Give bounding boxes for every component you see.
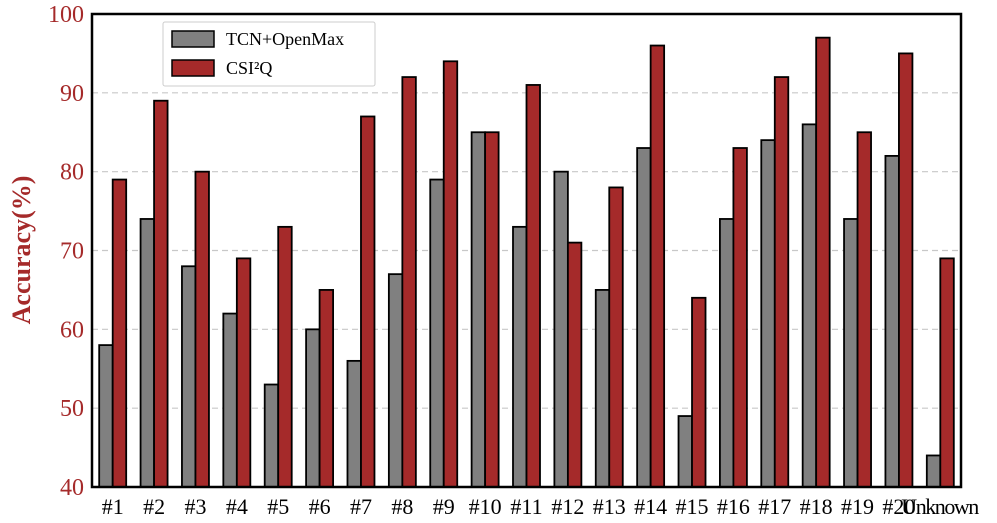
x-tick-label: #4 xyxy=(226,494,248,519)
y-axis-label: Accuracy(%) xyxy=(7,176,36,325)
bar-csi2q-14 xyxy=(649,44,666,488)
x-tick-label: #12 xyxy=(551,494,584,519)
x-tick-label: #18 xyxy=(800,494,833,519)
plot-frame xyxy=(90,12,963,489)
bar-tcn-openmax-8 xyxy=(387,273,404,488)
bar-tcn-openmax-1 xyxy=(98,344,114,488)
bar-csi2q-10 xyxy=(484,131,500,488)
bar-tcn-openmax-18 xyxy=(801,123,818,488)
legend-label-tcn-openmax: TCN+OpenMax xyxy=(226,29,344,49)
x-tick-label: #2 xyxy=(143,494,165,519)
bar-tcn-openmax-14 xyxy=(636,147,652,488)
x-tick-label: #19 xyxy=(841,494,874,519)
bar-csi2q-20 xyxy=(898,52,914,488)
bar-csi2q-9 xyxy=(442,60,459,488)
bar-tcn-openmax-15 xyxy=(677,415,693,488)
y-tick-label: 60 xyxy=(60,317,84,343)
x-tick-label: #16 xyxy=(717,494,750,519)
bar-tcn-openmax-17 xyxy=(760,139,776,488)
bar-csi2q-18 xyxy=(815,36,831,488)
x-tick-labels: #1 #2 #3 #4 #5 #6 #7 #8 #9 #10 #11 #12 #13 #14 #15 #16 #… xyxy=(102,494,980,519)
bar-tcn-openmax-20 xyxy=(884,154,900,488)
x-tick-label: #17 xyxy=(758,494,791,519)
y-tick-label: 90 xyxy=(60,81,84,107)
x-tick-label: #7 xyxy=(350,494,372,519)
y-tick-label: 100 xyxy=(48,2,84,28)
x-tick-label: #1 xyxy=(102,494,124,519)
bar-csi2q-17 xyxy=(773,76,790,488)
bar-csi2q-1 xyxy=(111,178,128,488)
bar-tcn-openmax-9 xyxy=(429,178,445,488)
bar-tcn-openmax-10 xyxy=(470,131,487,488)
x-tick-label: #9 xyxy=(433,494,455,519)
bar-tcn-openmax-5 xyxy=(263,383,280,488)
bar-csi2q-6 xyxy=(318,289,334,488)
x-tick-label: #3 xyxy=(184,494,206,519)
bar-tcn-openmax-7 xyxy=(346,359,362,488)
bar-csi2q-7 xyxy=(360,115,376,488)
bar-csi2q-8 xyxy=(401,76,417,488)
x-tick-label: #6 xyxy=(309,494,331,519)
x-tick-label: #8 xyxy=(391,494,413,519)
bar-tcn-openmax-11 xyxy=(512,225,528,488)
legend-label-csi2q: CSI²Q xyxy=(226,58,272,78)
y-tick-label: 70 xyxy=(60,239,84,265)
x-tick-label: #13 xyxy=(593,494,626,519)
bar-tcn-openmax-4 xyxy=(222,312,238,488)
legend-swatch-csi2q xyxy=(171,59,215,77)
bar-csi2q-13 xyxy=(608,186,624,488)
bar-tcn-openmax-6 xyxy=(305,328,321,488)
bar-tcn-openmax-3 xyxy=(181,265,197,488)
bars xyxy=(98,36,955,488)
bar-csi2q-12 xyxy=(566,241,583,488)
legend: TCN+OpenMax CSI²Q xyxy=(162,21,376,87)
bar-tcn-openmax-19 xyxy=(843,218,859,488)
y-tick-labels: 40 50 60 70 80 90 100 xyxy=(48,2,84,501)
bar-csi2q-3 xyxy=(194,170,210,488)
x-tick-label: #5 xyxy=(267,494,289,519)
bar-csi2q-15 xyxy=(691,296,707,488)
y-tick-label: 80 xyxy=(60,160,84,186)
x-tick-label: #20 xyxy=(882,494,915,519)
y-tick-label: 40 xyxy=(60,475,84,501)
bar-csi2q-5 xyxy=(277,225,293,488)
bar-csi2q-2 xyxy=(153,99,169,488)
bar-csi2q-11 xyxy=(525,84,541,488)
bar-csi2q-19 xyxy=(856,131,872,488)
bar-tcn-openmax-12 xyxy=(553,170,569,488)
bar-csi2q-21 xyxy=(939,257,955,488)
bar-tcn-openmax-13 xyxy=(594,289,611,488)
x-tick-label: #10 xyxy=(469,494,502,519)
legend-box xyxy=(162,21,376,87)
bar-csi2q-4 xyxy=(235,257,252,488)
bar-csi2q-16 xyxy=(732,147,748,488)
bar-tcn-openmax-2 xyxy=(139,218,155,488)
legend-swatch-tcn-openmax xyxy=(171,30,215,48)
y-tick-label: 50 xyxy=(60,396,84,422)
bar-tcn-openmax-16 xyxy=(719,218,735,488)
x-tick-label: Unknown xyxy=(901,494,979,519)
x-tick-label: #11 xyxy=(510,494,542,519)
x-tick-label: #15 xyxy=(676,494,709,519)
bar-tcn-openmax-21 xyxy=(925,454,942,488)
x-tick-label: #14 xyxy=(634,494,667,519)
